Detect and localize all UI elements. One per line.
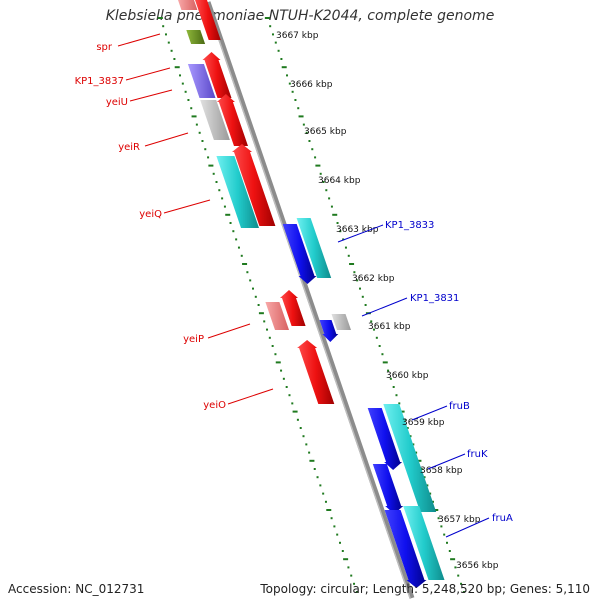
gene-label-leader bbox=[129, 89, 173, 102]
kbp-label: 3659 kbp bbox=[402, 418, 445, 428]
forward-gene-label[interactable]: yeiP bbox=[183, 334, 204, 345]
forward-gene-label[interactable]: yeiR bbox=[118, 142, 140, 153]
gene-yeiO-red bbox=[297, 340, 335, 404]
gene-fruA-blue bbox=[384, 510, 427, 588]
kbp-label: 3657 kbp bbox=[438, 515, 481, 525]
reverse-gene-label[interactable]: fruB bbox=[449, 401, 470, 412]
gene-yeiP-red bbox=[280, 290, 306, 326]
kbp-label: 3662 kbp bbox=[352, 274, 395, 284]
gene-kp1-3831-blue bbox=[319, 320, 339, 342]
reverse-gene-label[interactable]: KP1_3831 bbox=[410, 293, 459, 304]
gene-spr-olive bbox=[186, 30, 206, 44]
gene-label-leader bbox=[411, 405, 448, 421]
gene-kp1-3837-purple bbox=[187, 64, 216, 98]
accession-text: Accession: NC_012731 bbox=[8, 582, 145, 596]
kbp-label: 3664 kbp bbox=[318, 176, 361, 186]
kbp-label: 3667 kbp bbox=[276, 31, 319, 41]
genome-backbone-highlight bbox=[205, 1, 411, 599]
reverse-gene-label[interactable]: KP1_3833 bbox=[385, 220, 434, 231]
forward-gene-label[interactable]: yeiU bbox=[106, 97, 128, 108]
gene-yeiQ-cyan bbox=[216, 156, 259, 228]
gene-label-leader bbox=[207, 323, 251, 339]
kbp-axis-labels: 3667 kbp 3666 kbp 3665 kbp 3664 kbp 3663 kbp… bbox=[276, 31, 499, 571]
gene-kp1-3837-red bbox=[202, 52, 232, 98]
gene-label-leader bbox=[117, 33, 161, 47]
gene-kp1-3833-cyan bbox=[296, 218, 332, 278]
kbp-label: 3658 kbp bbox=[420, 466, 463, 476]
gene-spr-red bbox=[195, 0, 221, 40]
gene-kp1-3831-gray bbox=[331, 314, 351, 330]
kbp-label: 3656 kbp bbox=[456, 561, 499, 571]
kbp-label: 3663 kbp bbox=[336, 225, 379, 235]
gene-fruB-cyan bbox=[383, 404, 437, 512]
gene-fruK-blue bbox=[372, 464, 404, 514]
gene-yeiR-gray bbox=[200, 100, 230, 140]
gene-yeiU-red bbox=[216, 94, 248, 146]
gene-label-leader bbox=[227, 388, 274, 405]
forward-gene-label[interactable]: spr bbox=[96, 42, 113, 53]
gene-fruA-cyan bbox=[403, 506, 445, 580]
gene-label-leader bbox=[163, 199, 211, 214]
kbp-label: 3666 kbp bbox=[290, 80, 333, 90]
gene-yeiQ-red bbox=[232, 144, 276, 226]
gene-label-leader bbox=[361, 297, 408, 317]
topology-text: Topology: circular; Length: 5,248,520 bp… bbox=[260, 582, 590, 596]
forward-gene-label[interactable]: yeiO bbox=[203, 400, 226, 411]
forward-gene-label[interactable]: yeiQ bbox=[139, 209, 162, 220]
gene-fruB-blue bbox=[367, 408, 403, 470]
gene-labels: spr KP1_3837 yeiU yeiR yeiQ yeiP yeiO KP1_3833 K… bbox=[75, 33, 513, 538]
kbp-label: 3665 kbp bbox=[304, 127, 347, 137]
gene-label-leader bbox=[427, 453, 466, 470]
tick-rows bbox=[157, 17, 465, 593]
gene-label-leader bbox=[125, 67, 171, 81]
gene-label-leader bbox=[337, 224, 384, 243]
kbp-label: 3660 kbp bbox=[386, 371, 429, 381]
genome-backbone bbox=[205, 1, 415, 599]
gene-label-leader bbox=[445, 517, 490, 538]
gene-features bbox=[178, 0, 445, 588]
gene-spr-bar bbox=[178, 0, 198, 10]
gene-label-leader bbox=[144, 132, 189, 147]
kbp-label: 3661 kbp bbox=[368, 322, 411, 332]
forward-gene-label[interactable]: KP1_3837 bbox=[75, 76, 124, 87]
gene-kp1-3833-blue bbox=[282, 224, 317, 284]
reverse-gene-label[interactable]: fruA bbox=[492, 513, 513, 524]
gene-yeiP-pink bbox=[265, 302, 289, 330]
reverse-gene-label[interactable]: fruK bbox=[467, 449, 488, 460]
